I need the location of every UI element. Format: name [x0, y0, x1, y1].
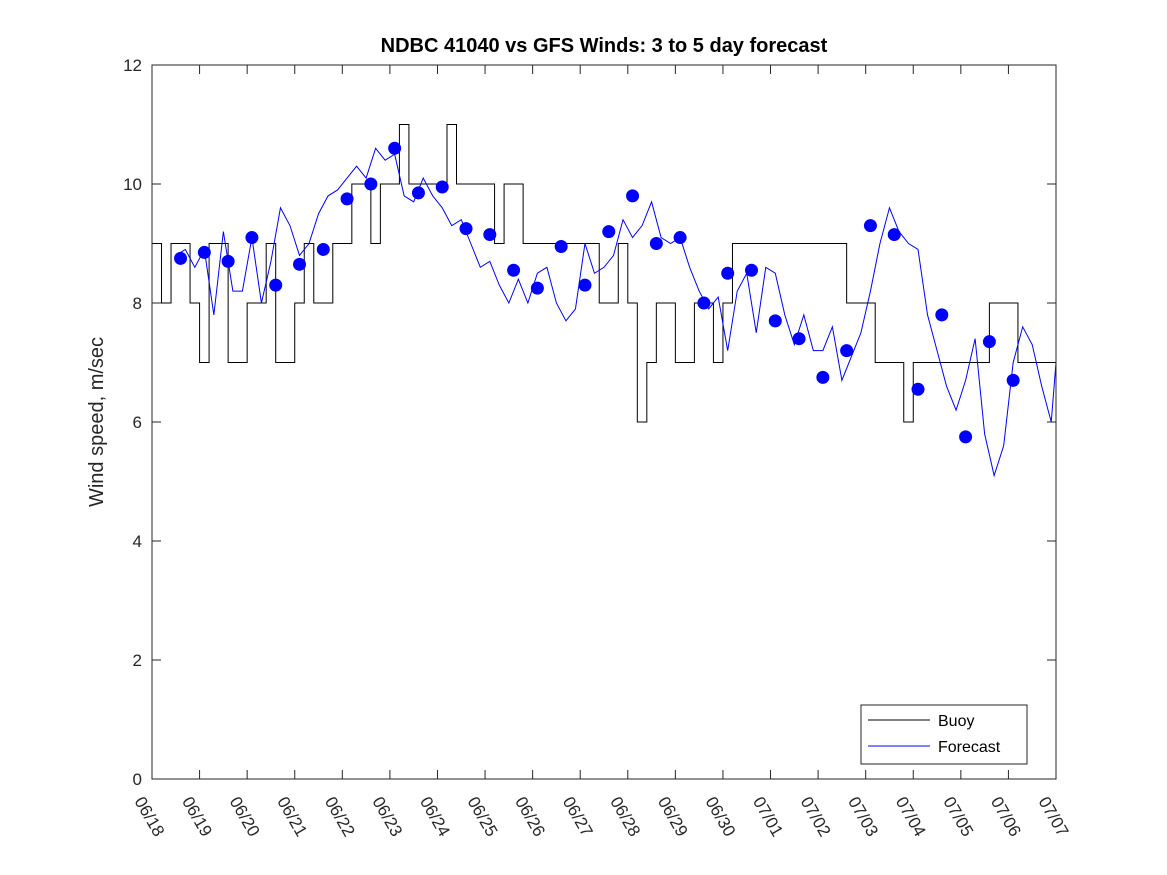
forecast-marker — [649, 237, 663, 250]
plot-area — [152, 65, 1056, 779]
forecast-marker — [744, 263, 758, 277]
forecast-marker — [435, 180, 449, 194]
forecast-marker — [197, 245, 211, 259]
forecast-marker — [911, 382, 925, 396]
forecast-marker — [792, 332, 806, 346]
legend-buoy-label: Buoy — [938, 713, 974, 730]
forecast-marker — [578, 278, 592, 292]
y-tick-label: 8 — [133, 294, 142, 313]
legend: Buoy Forecast — [860, 704, 1028, 765]
forecast-marker — [1006, 373, 1020, 387]
forecast-marker — [507, 263, 521, 277]
y-tick-label: 12 — [123, 56, 142, 75]
y-axis-ticks: 0 2 4 6 8 10 12 — [123, 56, 1056, 789]
forecast-marker — [721, 266, 735, 280]
forecast-marker — [411, 186, 425, 200]
forecast-marker — [459, 222, 473, 236]
forecast-marker — [316, 242, 330, 256]
forecast-marker — [673, 231, 687, 245]
forecast-marker — [483, 228, 497, 242]
forecast-marker — [935, 308, 949, 322]
y-axis-label: Wind speed, m/sec — [86, 337, 108, 507]
forecast-marker — [602, 225, 616, 239]
forecast-marker — [626, 189, 640, 203]
forecast-marker — [174, 251, 188, 265]
y-tick-label: 4 — [133, 532, 142, 551]
forecast-marker — [364, 177, 378, 191]
forecast-marker — [863, 219, 877, 233]
forecast-marker — [388, 141, 402, 155]
y-tick-label: 6 — [133, 413, 142, 432]
y-tick-label: 2 — [133, 651, 142, 670]
chart-title: NDBC 41040 vs GFS Winds: 3 to 5 day fore… — [381, 35, 828, 57]
forecast-markers — [174, 141, 1020, 444]
forecast-marker — [221, 254, 235, 268]
forecast-marker — [982, 335, 996, 349]
forecast-marker — [697, 296, 711, 310]
legend-forecast-label: Forecast — [938, 739, 1001, 756]
forecast-marker — [887, 228, 901, 242]
legend-box — [860, 704, 1028, 765]
forecast-marker — [816, 370, 830, 384]
buoy-line — [152, 124, 1057, 423]
forecast-marker — [340, 192, 354, 206]
forecast-marker — [269, 278, 283, 292]
y-tick-label: 0 — [133, 770, 142, 789]
forecast-line — [175, 147, 1057, 478]
forecast-marker — [554, 239, 568, 253]
forecast-marker — [840, 344, 854, 358]
buoy-series — [152, 124, 1057, 423]
forecast-series — [175, 147, 1057, 478]
forecast-marker — [245, 231, 259, 245]
y-tick-label: 10 — [123, 175, 142, 194]
forecast-marker — [768, 314, 782, 328]
forecast-marker — [530, 281, 544, 295]
forecast-marker — [292, 257, 306, 271]
forecast-marker — [959, 430, 973, 444]
